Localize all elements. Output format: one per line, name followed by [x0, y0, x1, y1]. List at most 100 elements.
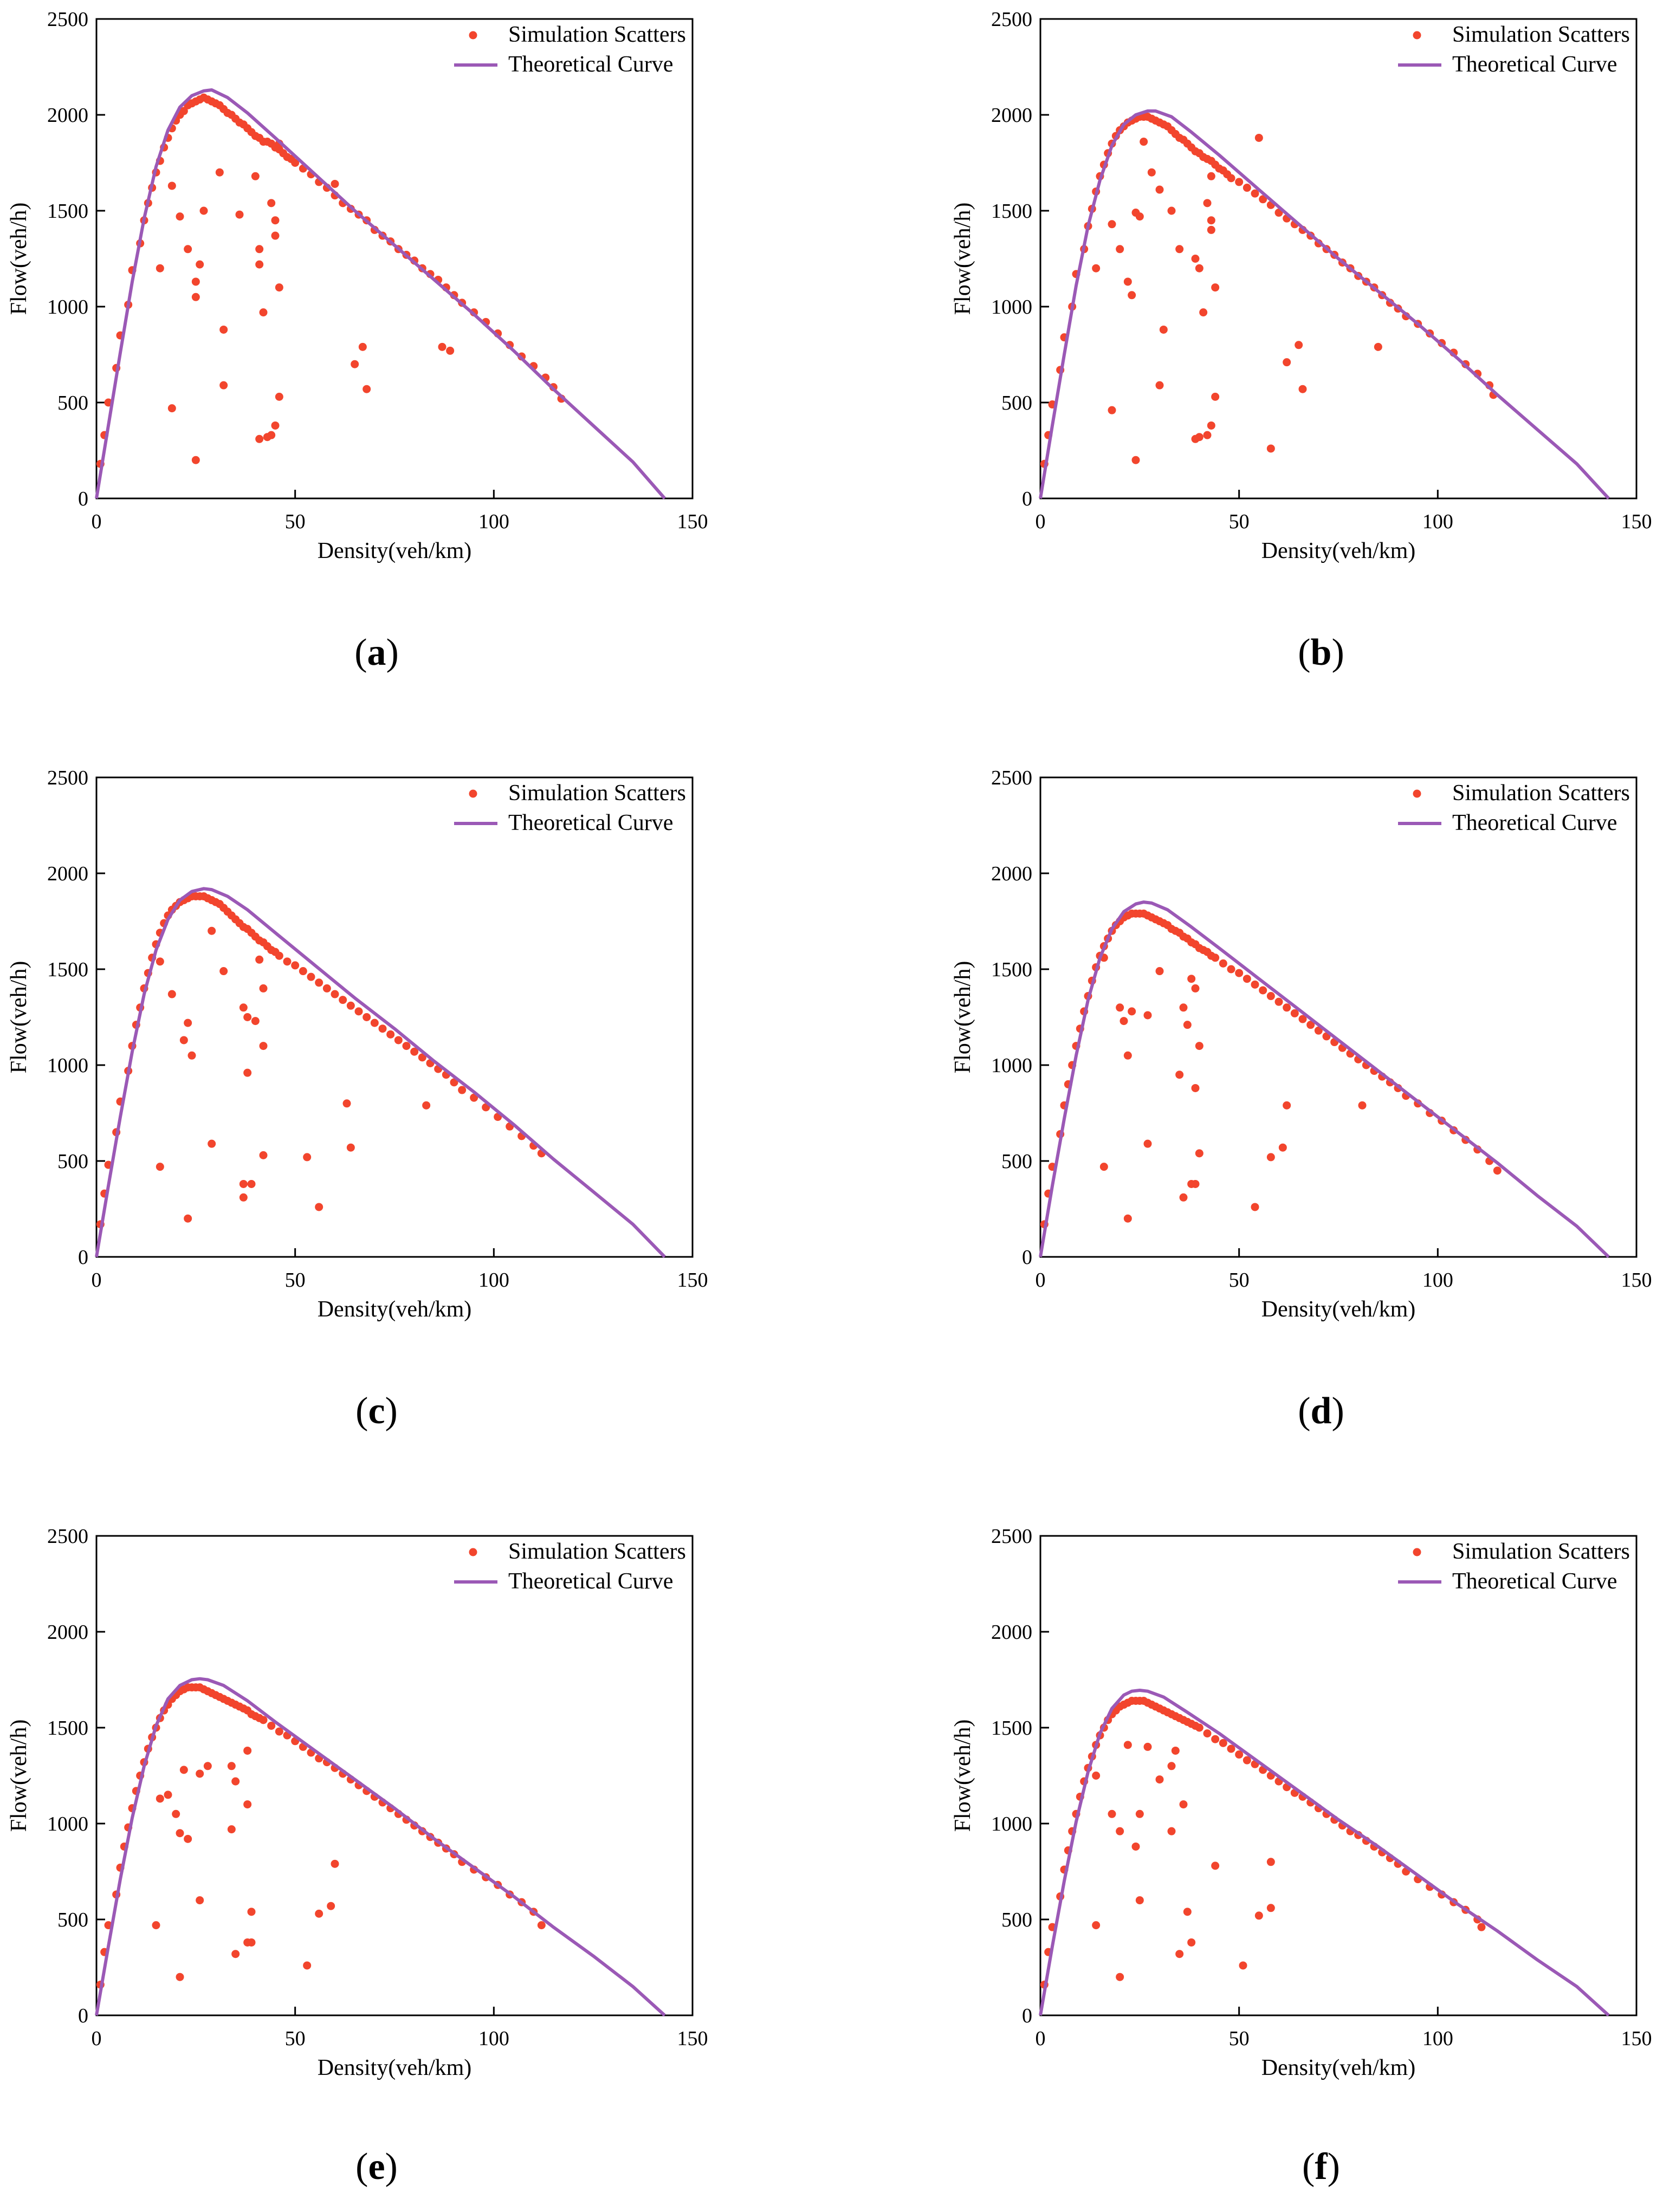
scatter-point [418, 1053, 426, 1062]
y-axis-label: Flow(veh/h) [950, 961, 975, 1074]
scatter-point [1131, 456, 1140, 464]
scatter-point [438, 342, 447, 351]
scatter-point [184, 1214, 192, 1223]
scatter-point [1283, 358, 1291, 367]
legend-a: Simulation Scatters Theoretical Curve [454, 22, 686, 77]
legend-scatter-marker [469, 1548, 477, 1556]
x-axis-label: Density(veh/km) [318, 1297, 472, 1322]
theoretical-curve-line-b [1039, 109, 1610, 500]
theoretical-curve-line-f [1039, 1689, 1610, 2017]
y-tick-label: 1500 [991, 200, 1032, 223]
y-tick-label: 2500 [991, 767, 1032, 789]
y-tick-label: 0 [1022, 2005, 1032, 2027]
scatter-point [1123, 1051, 1132, 1060]
scatter-point [1298, 1015, 1307, 1023]
scatter-point [156, 264, 164, 273]
x-tick-label: 150 [1621, 1269, 1652, 1292]
scatter-point [1175, 245, 1184, 254]
scatter-point [1314, 1026, 1323, 1035]
scatter-point [235, 210, 244, 219]
scatter-point [1171, 1746, 1180, 1755]
scatter-point [331, 1859, 339, 1868]
scatter-point [1108, 1809, 1116, 1818]
scatter-point [203, 1762, 212, 1770]
scatter-point [152, 1921, 160, 1930]
scatter-point [179, 1036, 188, 1045]
scatter-point [1191, 984, 1200, 993]
scatter-point [1191, 434, 1200, 443]
chart-b: 0 50 100 15005001000150020002500Density(veh… [950, 8, 1652, 563]
scatter-point [1203, 431, 1212, 439]
x-tick-label: 100 [1422, 1269, 1453, 1292]
scatter-point [291, 961, 300, 970]
x-tick-label: 150 [677, 510, 708, 533]
scatter-point [331, 990, 339, 998]
x-tick-label: 50 [1229, 1269, 1250, 1292]
scatter-point [275, 283, 283, 292]
scatter-point [1211, 1861, 1220, 1870]
x-axis-label: Density(veh/km) [1261, 2055, 1416, 2080]
scatter-point [1243, 1756, 1251, 1765]
scatter-point [1211, 392, 1220, 401]
x-tick-label: 100 [478, 2027, 509, 2050]
scatter-point [422, 1101, 431, 1110]
scatter-point [315, 978, 323, 987]
y-tick-label: 1500 [47, 200, 88, 223]
scatter-point [1235, 178, 1244, 186]
legend-scatter-marker [469, 789, 477, 798]
scatter-point [275, 951, 283, 960]
scatter-point [1128, 291, 1136, 300]
scatter-point [1108, 220, 1116, 229]
scatter-point [255, 434, 264, 443]
scatter-point [1099, 1163, 1108, 1171]
x-tick-label: 150 [1621, 510, 1652, 533]
chart-f: 0 50 100 15005001000150020002500Density(veh… [950, 1525, 1652, 2080]
scatter-point [303, 1961, 312, 1970]
y-tick-label: 2000 [47, 862, 88, 885]
scatter-point [1283, 1101, 1291, 1110]
scatter-point [322, 984, 331, 993]
scatter-point [1227, 1744, 1235, 1753]
scatter-point [255, 245, 264, 254]
x-tick-label: 150 [1621, 2027, 1652, 2050]
x-tick-label: 50 [285, 510, 306, 533]
scatter-point [307, 972, 315, 981]
x-tick-label: 50 [1229, 2027, 1250, 2050]
scatter-point [410, 1047, 419, 1056]
scatter-point [1179, 1193, 1188, 1202]
x-tick-label: 100 [1422, 510, 1453, 533]
theoretical-curve-line-d [1039, 900, 1610, 1259]
scatter-point [156, 1794, 164, 1803]
scatter-point [342, 1099, 351, 1108]
scatter-point [1120, 1017, 1128, 1026]
scatter-point [239, 1179, 248, 1188]
legend-scatter-label: Simulation Scatters [1452, 1539, 1630, 1564]
scatter-point [1227, 174, 1235, 183]
scatter-point [1183, 1908, 1192, 1916]
scatter-point [156, 957, 164, 966]
scatter-point [243, 1800, 252, 1809]
scatter-point [196, 1896, 204, 1905]
scatter-point [247, 1908, 256, 1916]
scatter-point [1211, 953, 1220, 962]
scatter-point [354, 1007, 363, 1016]
scatter-point [1191, 1084, 1200, 1092]
y-tick-label: 1000 [991, 296, 1032, 319]
scatter-point [1227, 965, 1235, 974]
y-tick-label: 2500 [47, 8, 88, 31]
scatter-point [1135, 1809, 1144, 1818]
caption-c: (c) [355, 1390, 398, 1432]
scatter-point [1155, 967, 1164, 976]
scatter-point [275, 1727, 283, 1736]
scatter-point [402, 1042, 411, 1050]
scatter-point [446, 346, 455, 355]
scatter-point [271, 421, 280, 430]
scatter-point [219, 967, 228, 976]
scatter-point [1143, 1742, 1152, 1751]
scatter-point [1199, 308, 1208, 317]
scatter-point [1123, 1214, 1132, 1223]
scatter-point [351, 360, 359, 368]
scatter-point [1211, 1735, 1220, 1743]
scatter-point [1135, 1896, 1144, 1905]
scatter-point [1259, 986, 1267, 995]
